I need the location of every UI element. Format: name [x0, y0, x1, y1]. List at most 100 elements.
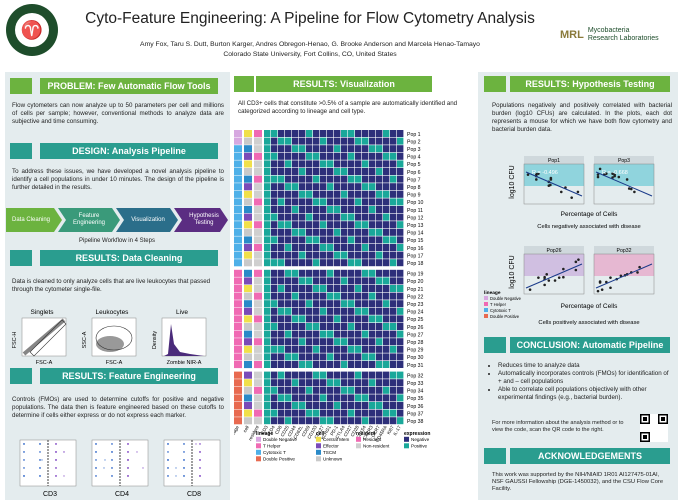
heatmap-cell: [299, 361, 306, 368]
pop-label: Pop 4: [407, 155, 421, 161]
heatmap-cell: [320, 361, 327, 368]
heatmap-cell: [348, 338, 355, 346]
resident-cell: [254, 386, 262, 394]
heatmap-cell: [327, 152, 334, 160]
heatmap-cell: [334, 175, 341, 183]
heatmap-cell: [369, 307, 376, 315]
heatmap-cell: [341, 269, 348, 277]
heatmap-cell: [334, 277, 341, 285]
heatmap-cell: [292, 244, 299, 251]
heatmap-cell: [292, 251, 299, 259]
celltype-cell: [244, 213, 252, 221]
heatmap-cell: [348, 175, 355, 183]
heatmap-cell: [376, 386, 383, 394]
heatmap-cell: [285, 417, 292, 425]
celltype-cell: [244, 409, 252, 417]
heatmap-cell: [334, 386, 341, 394]
heatmap-cell: [390, 285, 397, 292]
resident-cell: [254, 269, 262, 277]
heatmap-cell: [299, 330, 306, 338]
heatmap-cell: [292, 130, 299, 137]
heatmap-cell: [327, 307, 334, 315]
heatmap-cell: [348, 137, 355, 145]
svg-text:Zombie NIR-A: Zombie NIR-A: [167, 360, 202, 366]
legend-label: Cytotoxic T: [263, 450, 286, 455]
heatmap-cell: [313, 259, 320, 267]
feature-dot: [111, 459, 113, 461]
heatmap-cell: [264, 175, 271, 183]
lineage-cell: [234, 152, 242, 160]
heatmap-cell: [397, 379, 404, 387]
heatmap-cell: [306, 228, 313, 236]
heatmap-cell: [285, 315, 292, 323]
heatmap-cell: [271, 145, 278, 153]
heatmap-cell: [397, 361, 404, 368]
feature-dot: [111, 475, 113, 477]
heatmap-cell: [327, 323, 334, 330]
heatmap-cell: [355, 330, 362, 338]
resident-cell: [254, 394, 262, 402]
heatmap-cell: [397, 137, 404, 145]
heatmap-cell: [327, 168, 334, 175]
mouse-dot: [535, 172, 538, 176]
heatmap-cell: [390, 300, 397, 308]
pop-label: Pop 22: [407, 294, 424, 300]
heatmap-cell: [299, 213, 306, 221]
heatmap-cell: [355, 417, 362, 425]
resident-cell: [254, 330, 262, 338]
celltype-cell: [244, 251, 252, 259]
heatmap-cell: [292, 323, 299, 330]
heatmap-cell: [327, 190, 334, 198]
heatmap-cell: [264, 330, 271, 338]
feature-dot: [23, 475, 25, 477]
feature-plot-label: CD4: [115, 491, 129, 498]
marker-label: IL-17: [392, 424, 402, 436]
heatmap-cell: [292, 338, 299, 346]
heatmap-cell: [369, 315, 376, 323]
heatmap-cell: [292, 394, 299, 402]
heatmap-cell: [320, 300, 327, 308]
qr-code[interactable]: [640, 414, 668, 442]
heatmap-cell: [264, 130, 271, 137]
resident-cell: [254, 175, 262, 183]
heatmap-cell: [355, 228, 362, 236]
heatmap-cell: [278, 323, 285, 330]
heatmap-cell: [327, 251, 334, 259]
heatmap-cell: [369, 244, 376, 251]
feature-plot-frame: [91, 439, 149, 487]
heatmap-cell: [327, 236, 334, 244]
heatmap-cell: [285, 236, 292, 244]
heatmap-cell: [390, 402, 397, 409]
heatmap-cell: [306, 175, 313, 183]
heatmap-cell: [397, 206, 404, 213]
heatmap-cell: [355, 244, 362, 251]
regression-line: [525, 171, 583, 197]
heatmap-cell: [383, 307, 390, 315]
feature-dot: [39, 467, 41, 469]
heatmap-cell: [362, 259, 369, 267]
heatmap-cell: [341, 386, 348, 394]
heatmap-cell: [397, 130, 404, 137]
heatmap-cell: [299, 345, 306, 353]
heatmap-cell: [362, 130, 369, 137]
heatmap-cell: [355, 198, 362, 206]
heatmap-cell: [397, 338, 404, 346]
feature-dot: [63, 451, 65, 453]
heatmap-cell: [369, 371, 376, 379]
flow-step-3: Visualization: [131, 216, 165, 223]
celltype-cell: [244, 175, 252, 183]
heatmap-cell: [320, 221, 327, 229]
heatmap-cell: [327, 137, 334, 145]
mouse-dot: [600, 288, 604, 291]
heatmap-cell: [390, 251, 397, 259]
heatmap-cell: [285, 145, 292, 153]
resident-cell: [254, 190, 262, 198]
pop-label: Pop 33: [407, 381, 424, 387]
feature-dot: [167, 475, 169, 477]
pop-label: Pop 11: [407, 208, 423, 214]
heatmap-cell: [376, 323, 383, 330]
heatmap-cell: [376, 190, 383, 198]
heatmap-cell: [264, 198, 271, 206]
problem-heading: PROBLEM: Few Automatic Flow Tools: [40, 78, 218, 94]
hyp-xlabel-bottom: Percentage of Cells: [561, 303, 618, 310]
